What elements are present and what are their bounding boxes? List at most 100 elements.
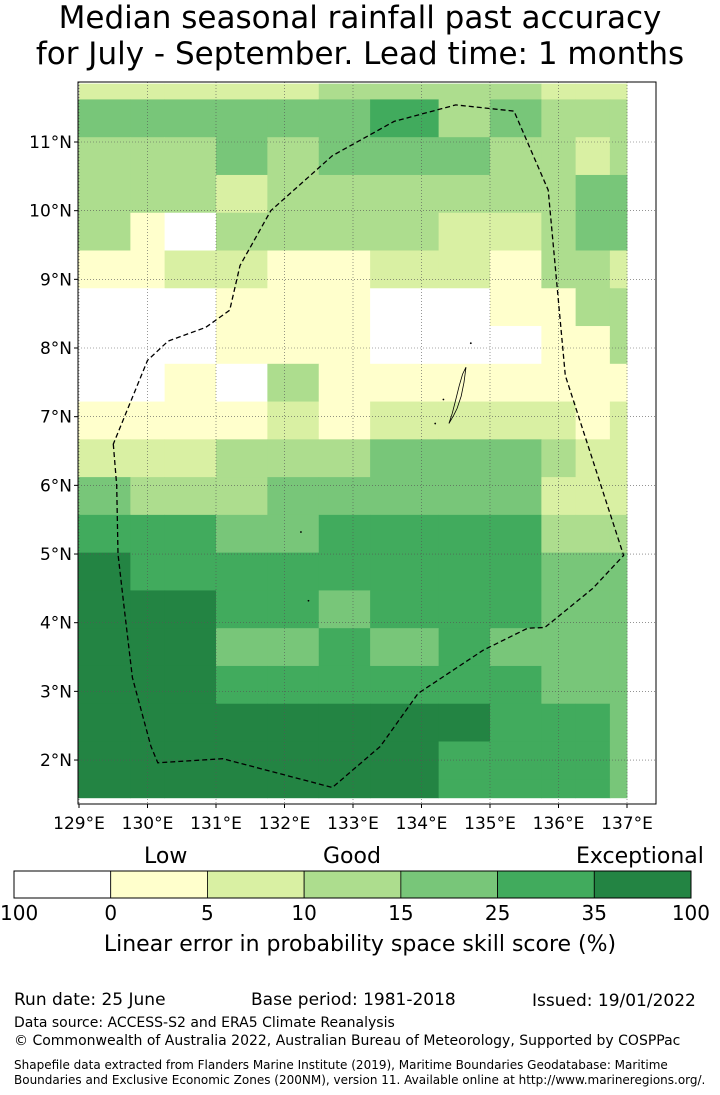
- skill-cell-r14-c6: [318, 590, 371, 629]
- skill-cell-r8-c12: [609, 363, 628, 402]
- skill-cell-r13-c4: [216, 552, 268, 591]
- skill-cell-r19-c3: [164, 779, 217, 799]
- skill-cell-r11-c5: [267, 477, 320, 516]
- skill-cell-r18-c5: [267, 741, 320, 780]
- skill-cell-r16-c8: [438, 665, 491, 705]
- shapefile-credit-line-1: Shapefile data extracted from Flanders M…: [14, 1058, 668, 1072]
- skill-cell-r6-c7: [370, 288, 440, 327]
- skill-cell-r9-c10: [541, 401, 577, 440]
- skill-cell-r2-c6: [318, 137, 371, 176]
- lat-tick-label-6: 5°N: [40, 545, 72, 565]
- skill-cell-r17-c8: [438, 703, 491, 742]
- skill-cell-r8-c9: [490, 363, 542, 402]
- colorbar-swatch-2: [207, 870, 305, 899]
- skill-cell-r7-c4: [216, 326, 268, 365]
- skill-cell-r4-c1: [79, 212, 131, 251]
- skill-cell-r5-c4: [216, 250, 268, 289]
- skill-cell-r8-c4: [216, 363, 268, 402]
- skill-cell-r16-c1: [79, 665, 131, 705]
- skill-cell-r9-c1: [79, 401, 131, 440]
- skill-cell-r9-c4: [216, 401, 268, 440]
- skill-cell-r14-c7: [370, 590, 440, 629]
- skill-cell-r5-c12: [609, 250, 628, 289]
- skill-cell-r17-c6: [318, 703, 371, 742]
- skill-cell-r17-c3: [164, 703, 217, 742]
- skill-cell-r12-c0: [78, 514, 80, 554]
- skill-cell-r10-c11: [575, 439, 611, 478]
- skill-cell-r5-c5: [267, 250, 320, 289]
- colorbar-category-exceptional: Exceptional: [576, 844, 704, 869]
- skill-cell-r5-c6: [318, 250, 371, 289]
- skill-cell-r5-c11: [575, 250, 611, 289]
- skill-cell-r2-c12: [609, 137, 628, 176]
- skill-cell-r4-c10: [541, 212, 577, 251]
- skill-cell-r10-c8: [438, 439, 491, 478]
- skill-cell-r17-c12: [609, 703, 628, 742]
- skill-cell-r3-c10: [541, 174, 577, 214]
- skill-cell-r16-c12: [609, 665, 628, 705]
- island-outline-0: [448, 367, 467, 424]
- skill-cell-r9-c2: [130, 401, 166, 440]
- skill-cell-r12-c12: [609, 514, 628, 554]
- skill-cell-r19-c11: [575, 779, 611, 799]
- skill-cell-r2-c1: [79, 137, 131, 176]
- colorbar-tick-label-4: 15: [388, 901, 413, 925]
- skill-cell-r8-c1: [79, 363, 131, 402]
- skill-cell-r5-c3: [164, 250, 217, 289]
- skill-cell-r18-c12: [609, 741, 628, 780]
- skill-cell-r14-c5: [267, 590, 320, 629]
- skill-cell-r1-c12: [609, 99, 628, 138]
- skill-cell-r11-c7: [370, 477, 440, 516]
- skill-cell-r12-c3: [164, 514, 217, 554]
- copyright: © Commonwealth of Australia 2022, Austra…: [14, 1033, 681, 1049]
- colorbar-label: Linear error in probability space skill …: [103, 932, 617, 957]
- skill-cell-r3-c3: [164, 174, 217, 214]
- skill-cell-r16-c6: [318, 665, 371, 705]
- skill-cell-r17-c10: [541, 703, 577, 742]
- skill-cell-r2-c5: [267, 137, 320, 176]
- skill-cell-r13-c7: [370, 552, 440, 591]
- skill-cell-r6-c3: [164, 288, 217, 327]
- skill-cell-r15-c3: [164, 628, 217, 667]
- skill-cell-r1-c4: [216, 99, 268, 138]
- skill-cell-r10-c6: [318, 439, 371, 478]
- skill-cell-r16-c11: [575, 665, 611, 705]
- skill-cell-r15-c6: [318, 628, 371, 667]
- skill-cell-r18-c8: [438, 741, 491, 780]
- lat-tick-label-3: 8°N: [40, 339, 72, 359]
- skill-cell-r13-c9: [490, 552, 542, 591]
- colorbar-swatch-0: [13, 870, 112, 899]
- skill-cell-r0-c4: [216, 83, 268, 100]
- skill-cell-r8-c6: [318, 363, 371, 402]
- skill-cell-r3-c11: [575, 174, 611, 214]
- lon-tick-label-2: 131°E: [190, 814, 242, 834]
- skill-cell-r11-c1: [79, 477, 131, 516]
- skill-cell-r15-c1: [79, 628, 131, 667]
- colorbar-frame: [13, 870, 692, 899]
- lat-tick-label-2: 9°N: [40, 270, 72, 290]
- skill-cell-r3-c4: [216, 174, 268, 214]
- skill-cell-r11-c4: [216, 477, 268, 516]
- colorbar-tick-label-1: 0: [104, 901, 117, 925]
- skill-cell-r6-c4: [216, 288, 268, 327]
- skill-cell-r12-c11: [575, 514, 611, 554]
- skill-cell-r6-c1: [79, 288, 131, 327]
- lat-tick-label-5: 6°N: [40, 476, 72, 496]
- skill-cell-r18-c11: [575, 741, 611, 780]
- issued-date: Issued: 19/01/2022: [532, 991, 696, 1011]
- skill-cell-r13-c12: [609, 552, 628, 591]
- lat-tick-label-4: 7°N: [40, 408, 72, 428]
- shapefile-credit-line-2: Boundaries and Exclusive Economic Zones …: [14, 1073, 706, 1087]
- skill-cell-r18-c7: [370, 741, 440, 780]
- skill-cell-r1-c3: [164, 99, 217, 138]
- skill-cell-r4-c6: [318, 212, 371, 251]
- skill-cell-r17-c2: [130, 703, 166, 742]
- skill-cell-r3-c1: [79, 174, 131, 214]
- skill-cell-r9-c0: [78, 401, 80, 440]
- skill-cell-r10-c4: [216, 439, 268, 478]
- skill-cell-r7-c10: [541, 326, 577, 365]
- skill-cell-r7-c8: [438, 326, 491, 365]
- skill-cell-r1-c8: [438, 99, 491, 138]
- skill-cell-r19-c4: [216, 779, 268, 799]
- colorbar-tick-label-0: 100: [0, 901, 38, 925]
